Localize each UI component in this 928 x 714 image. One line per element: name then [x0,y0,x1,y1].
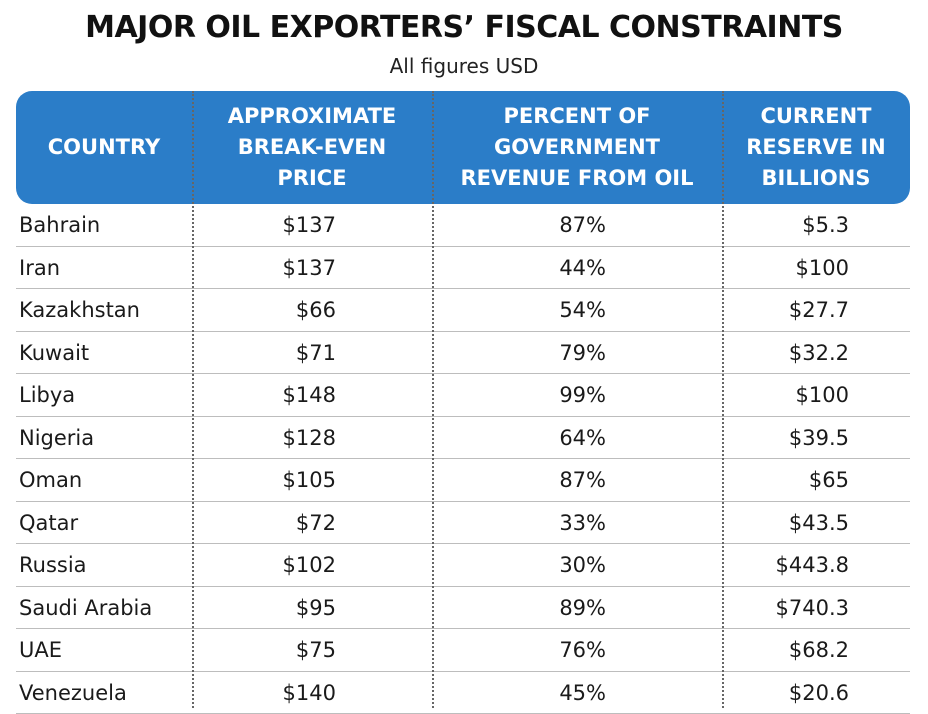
table-row: Bahrain $137 87% $5.3 [16,204,910,247]
cell-percent-revenue: 44% [559,256,606,280]
chart-subtitle: All figures USD [0,54,928,78]
column-divider [722,91,724,708]
table-row: Kuwait $71 79% $32.2 [16,332,910,375]
cell-percent-revenue: 99% [559,383,606,407]
cell-reserve: $39.5 [789,426,849,450]
cell-break-even-price: $95 [296,596,336,620]
cell-reserve: $5.3 [802,213,849,237]
cell-break-even-price: $128 [283,426,336,450]
table-row: Kazakhstan $66 54% $27.7 [16,289,910,332]
cell-reserve: $43.5 [789,511,849,535]
cell-reserve: $100 [796,256,849,280]
cell-reserve: $65 [809,468,849,492]
cell-reserve: $27.7 [789,298,849,322]
cell-percent-revenue: 30% [559,553,606,577]
cell-break-even-price: $105 [283,468,336,492]
cell-reserve: $68.2 [789,638,849,662]
cell-percent-revenue: 76% [559,638,606,662]
cell-percent-revenue: 87% [559,213,606,237]
cell-break-even-price: $102 [283,553,336,577]
table-row: Russia $102 30% $443.8 [16,544,910,587]
cell-country: UAE [19,638,62,662]
cell-percent-revenue: 33% [559,511,606,535]
cell-country: Nigeria [19,426,94,450]
table-body: Bahrain $137 87% $5.3 Iran $137 44% $100 Kazakhs… [16,204,910,714]
cell-break-even-price: $66 [296,298,336,322]
cell-percent-revenue: 89% [559,596,606,620]
cell-break-even-price: $137 [283,213,336,237]
column-divider [192,91,194,708]
table-row: Iran $137 44% $100 [16,247,910,290]
cell-country: Saudi Arabia [19,596,152,620]
column-header-percent-revenue: PERCENT OF GOVERNMENT REVENUE FROM OIL [432,91,722,204]
cell-break-even-price: $71 [296,341,336,365]
cell-country: Kazakhstan [19,298,140,322]
cell-country: Oman [19,468,82,492]
cell-percent-revenue: 64% [559,426,606,450]
cell-country: Venezuela [19,681,127,705]
cell-break-even-price: $148 [283,383,336,407]
cell-country: Russia [19,553,87,577]
column-divider [432,91,434,708]
column-header-country: COUNTRY [16,91,192,204]
cell-country: Iran [19,256,60,280]
cell-reserve: $740.3 [776,596,849,620]
cell-percent-revenue: 54% [559,298,606,322]
column-header-break-even-price: APPROXIMATE BREAK-EVEN PRICE [192,91,432,204]
cell-reserve: $32.2 [789,341,849,365]
cell-country: Bahrain [19,213,100,237]
data-table: COUNTRY APPROXIMATE BREAK-EVEN PRICE PER… [16,91,910,714]
cell-percent-revenue: 45% [559,681,606,705]
cell-percent-revenue: 87% [559,468,606,492]
cell-break-even-price: $72 [296,511,336,535]
table-row: Saudi Arabia $95 89% $740.3 [16,587,910,630]
table-row: Libya $148 99% $100 [16,374,910,417]
cell-percent-revenue: 79% [559,341,606,365]
chart-title: MAJOR OIL EXPORTERS’ FISCAL CONSTRAINTS [0,10,928,45]
column-header-reserve: CURRENT RESERVE IN BILLIONS [722,91,910,204]
cell-break-even-price: $137 [283,256,336,280]
cell-country: Libya [19,383,75,407]
table-header: COUNTRY APPROXIMATE BREAK-EVEN PRICE PER… [16,91,910,204]
table-row: Oman $105 87% $65 [16,459,910,502]
table-row: Qatar $72 33% $43.5 [16,502,910,545]
table-row: UAE $75 76% $68.2 [16,629,910,672]
cell-break-even-price: $75 [296,638,336,662]
cell-break-even-price: $140 [283,681,336,705]
cell-reserve: $443.8 [776,553,849,577]
cell-country: Kuwait [19,341,89,365]
table-row: Nigeria $128 64% $39.5 [16,417,910,460]
cell-reserve: $20.6 [789,681,849,705]
cell-reserve: $100 [796,383,849,407]
cell-country: Qatar [19,511,78,535]
